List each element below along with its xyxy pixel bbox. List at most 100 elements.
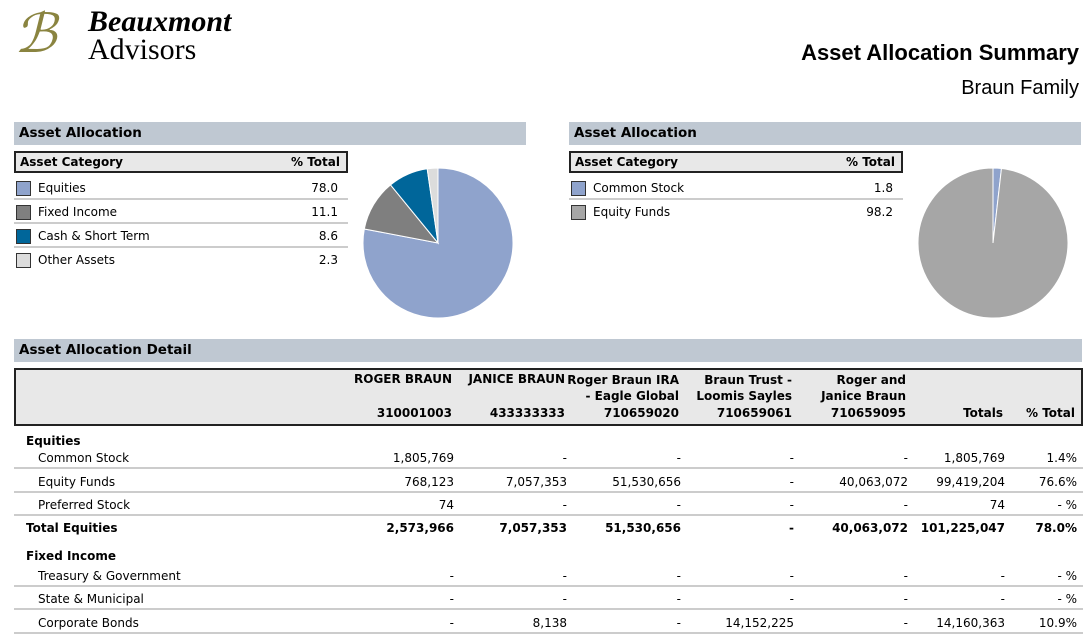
legend-value: 2.3 (318, 253, 338, 267)
allocation2-section-title: Asset Allocation (569, 122, 1081, 145)
legend-swatch (16, 229, 31, 244)
legend-row: Other Assets 2.3 (14, 248, 348, 272)
account-number: 310001003 (376, 405, 452, 420)
table-cell: 1,805,769 (943, 451, 1005, 465)
table-cell: 40,063,072 (839, 475, 908, 489)
legend-swatch (16, 181, 31, 196)
table-cell: 2,573,966 (386, 521, 454, 535)
table-cell: - (449, 616, 454, 630)
pie-slice-other-assets (426, 167, 439, 244)
table-cell: - (562, 569, 567, 583)
allocation1-pie-chart (362, 167, 514, 319)
account-name: JANICE BRAUN (468, 372, 565, 386)
account-number: 710659095 (830, 405, 906, 420)
detail-section-title: Asset Allocation Detail (14, 339, 1082, 362)
legend-label: Other Assets (38, 253, 115, 267)
row-label: Treasury & Government (38, 569, 181, 583)
table-cell: - (903, 451, 908, 465)
account-number: 710659020 (603, 405, 679, 420)
table-cell: 10.9% (1038, 616, 1077, 630)
account-number: % Total (1026, 405, 1075, 420)
detail-column-header: ROGER BRAUN 310001003 (342, 371, 452, 421)
table-cell: - (676, 592, 681, 606)
table-cell: - (562, 592, 567, 606)
legend-swatch (571, 181, 586, 196)
pie-slice-equity-funds (917, 167, 1069, 319)
legend-value: 1.8 (873, 181, 893, 195)
row-label: Preferred Stock (38, 498, 131, 512)
account-number: 710659061 (716, 405, 792, 420)
table-cell: - (449, 592, 454, 606)
legend-value: 8.6 (318, 229, 338, 243)
table-cell: 7,057,353 (499, 521, 567, 535)
row-label: Equity Funds (38, 475, 116, 489)
table-cell: - % (1057, 592, 1077, 606)
table-cell: - % (1057, 569, 1077, 583)
table-cell: 1.4% (1046, 451, 1078, 465)
col-percent-total: % Total (291, 155, 340, 169)
table-cell: 40,063,072 (832, 521, 908, 535)
legend-swatch (16, 253, 31, 268)
legend-row: Common Stock 1.8 (569, 176, 903, 200)
detail-table-header: ROGER BRAUN 310001003 JANICE BRAUN 43333333… (14, 368, 1083, 426)
legend-swatch (571, 205, 586, 220)
col-percent-total: % Total (846, 155, 895, 169)
legend-row: Fixed Income 11.1 (14, 200, 348, 224)
legend-label: Equities (38, 181, 86, 195)
account-name: ROGER BRAUN (354, 372, 452, 386)
legend-swatch (16, 205, 31, 220)
table-cell: - (789, 475, 794, 489)
table-cell: - (562, 451, 567, 465)
detail-column-header: Totals (903, 405, 1003, 422)
legend-value: 78.0 (311, 181, 338, 195)
detail-column-header: Roger Braun IRA - Eagle Global 710659020 (564, 372, 679, 422)
table-cell: 99,419,204 (936, 475, 1005, 489)
table-cell: 74 (438, 498, 454, 512)
table-row: State & Municipal - - - - - - - % (14, 587, 1083, 610)
col-asset-category: Asset Category (575, 155, 678, 169)
table-cell: - (676, 616, 681, 630)
detail-column-header: Roger and Janice Braun 710659095 (796, 372, 906, 422)
table-cell: - (789, 521, 794, 535)
page-title: Asset Allocation Summary (801, 40, 1079, 65)
table-cell: 101,225,047 (920, 521, 1005, 535)
table-row: Preferred Stock 74 - - - - 74 - % (14, 493, 1083, 516)
legend-value: 11.1 (311, 205, 338, 219)
account-name: Roger and Janice Braun (821, 372, 906, 404)
allocation2-pie-chart (917, 167, 1069, 319)
account-name: Roger Braun IRA - Eagle Global (567, 372, 679, 404)
table-cell: 76.6% (1038, 475, 1077, 489)
table-cell: 768,123 (404, 475, 454, 489)
table-row: Treasury & Government - - - - - - - % (14, 564, 1083, 587)
pie-slice-equities (362, 167, 514, 319)
table-cell: - (789, 498, 794, 512)
account-name: Braun Trust - Loomis Sayles (696, 372, 792, 404)
table-cell: - (903, 616, 908, 630)
row-label: Corporate Bonds (38, 616, 139, 630)
legend-row: Equity Funds 98.2 (569, 200, 903, 224)
col-asset-category: Asset Category (20, 155, 123, 169)
detail-column-header: % Total (1005, 405, 1075, 422)
table-cell: - (676, 451, 681, 465)
legend-label: Cash & Short Term (38, 229, 150, 243)
table-cell: - % (1057, 498, 1077, 512)
table-cell: - (1000, 569, 1005, 583)
legend-label: Common Stock (593, 181, 685, 195)
group-header-row: Equities (14, 429, 1083, 452)
table-row: Corporate Bonds - 8,138 - 14,152,225 - 14,160,… (14, 611, 1083, 634)
table-cell: 1,805,769 (392, 451, 454, 465)
legend-row: Cash & Short Term 8.6 (14, 224, 348, 248)
detail-column-header: Braun Trust - Loomis Sayles 710659061 (682, 372, 792, 422)
table-row: Common Stock 1,805,769 - - - - 1,805,769 1.4% (14, 446, 1083, 469)
legend-label: Equity Funds (593, 205, 671, 219)
table-cell: 14,160,363 (936, 616, 1005, 630)
table-cell: 8,138 (532, 616, 567, 630)
table-cell: - (789, 592, 794, 606)
table-cell: 51,530,656 (612, 475, 681, 489)
allocation2-legend-header: Asset Category % Total (569, 151, 903, 173)
table-cell: 51,530,656 (605, 521, 681, 535)
table-cell: 78.0% (1035, 521, 1077, 535)
legend-row: Equities 78.0 (14, 176, 348, 200)
row-label: Equities (26, 434, 81, 448)
row-label: Fixed Income (26, 549, 116, 563)
